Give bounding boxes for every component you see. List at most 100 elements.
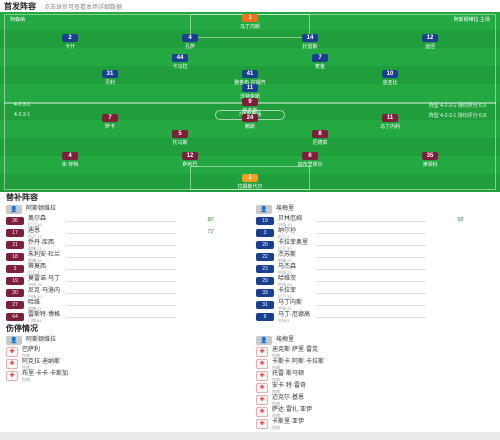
- injury-row: ✚ 迈克尔·基恩 伤病: [256, 394, 494, 406]
- injury-row: ✚ 迪克斯·萨里·雷克 伤病: [256, 346, 494, 358]
- section-title: 首发阵容: [4, 1, 36, 11]
- injury-row: ✚ 阿克拉·迪纳斯 伤病: [6, 358, 244, 370]
- bench-player-row[interactable]: 64 雷斯特·博格 门将 64: [6, 311, 244, 323]
- bench-player-row[interactable]: 29 哈维茨 中场 29: [256, 275, 494, 287]
- bench-player-row[interactable]: 31 马丁内斯 中场 31: [256, 299, 494, 311]
- bench-player-row[interactable]: 9 马丁·厄德高 中场 9: [256, 311, 494, 323]
- away-team-label: 阿斯顿维拉 主场: [453, 17, 490, 23]
- away-player[interactable]: 2 卡什: [53, 34, 87, 50]
- away-player[interactable]: 10 迪亚比: [373, 70, 407, 86]
- bench-player-row[interactable]: 21 乔丹·库西 前锋 21: [6, 239, 244, 251]
- home-player[interactable]: 12 萨利巴: [173, 152, 207, 168]
- row-divider: [316, 317, 426, 318]
- bench-player-row[interactable]: 19 贝林厄姆 中场 19 58': [256, 215, 494, 227]
- away-player[interactable]: 31 贝利: [93, 70, 127, 86]
- row-divider: [66, 293, 176, 294]
- player-position: 前锋 18: [28, 257, 42, 263]
- home-player[interactable]: 1 拉姆斯代尔: [233, 174, 267, 190]
- home-player[interactable]: 6 加布里埃尔: [293, 152, 327, 168]
- shirt-number: 29: [256, 277, 274, 285]
- player-name: 萨卡: [104, 124, 115, 130]
- row-divider: [316, 281, 426, 282]
- bench-player-row[interactable]: 33 卡拉菲 后卫 33: [256, 287, 494, 299]
- bench-player-row[interactable]: 3 纳尔孙 后卫 3: [256, 227, 494, 239]
- injury-row: ✚ 卡斯卡·阿斯·卡拉斯 伤病: [256, 358, 494, 370]
- player-name: 托雷·斯马顿: [272, 370, 304, 377]
- shirt-number: 10: [382, 70, 398, 78]
- home-team-label: 阿森纳: [10, 17, 26, 23]
- home-player[interactable]: 8 厄德高: [303, 130, 337, 146]
- shirt-number: 3: [6, 265, 24, 273]
- player-name: 纳尔孙: [278, 227, 297, 234]
- footer-bar: [0, 432, 500, 440]
- shirt-number: 4: [62, 152, 78, 160]
- bench-player-row[interactable]: 20 卡拉菲奥里 后卫 20: [256, 239, 494, 251]
- bench-section: 替补阵容 👤 阿斯顿维拉 26 奥尔森 后卫 26 80' 17 迪恩 后卫 17 72' 21 乔…: [0, 192, 500, 323]
- shirt-number: 9: [242, 98, 258, 106]
- home-player[interactable]: 7 萨卡: [93, 114, 127, 130]
- injury-home-coach: 阿斯顿维拉: [26, 337, 57, 343]
- home-player[interactable]: 4 本·怀特: [53, 152, 87, 168]
- row-divider: [66, 221, 176, 222]
- bench-player-row[interactable]: 20 尼克·马洛内 中场 20: [6, 287, 244, 299]
- player-name: 哈维茨: [278, 275, 297, 282]
- bench-player-row[interactable]: 27 哈维 前锋 27: [6, 299, 244, 311]
- bench-player-row[interactable]: 3 蒂莫西 后卫 3: [6, 263, 244, 275]
- player-name: 卡拉菲奥里: [278, 239, 309, 246]
- away-player[interactable]: 12 迪涅: [413, 34, 447, 50]
- bench-player-row[interactable]: 17 迪恩 后卫 17 72': [6, 227, 244, 239]
- away-coach: 埃梅里: [276, 206, 295, 212]
- row-divider: [316, 245, 426, 246]
- bench-player-row[interactable]: 23 马杰森 中场 23: [256, 263, 494, 275]
- player-name: 沃特金斯: [239, 94, 260, 100]
- bench-player-row[interactable]: 19 莫雷诺·马丁 中场 19: [6, 275, 244, 287]
- player-name: 贝林厄姆: [278, 215, 303, 222]
- coach-icon: 👤: [6, 204, 22, 214]
- bench-player-row[interactable]: 26 奥尔森 后卫 26 80': [6, 215, 244, 227]
- home-player[interactable]: 24 赖斯: [233, 114, 267, 130]
- injury-reason: 伤病: [272, 400, 280, 406]
- shirt-number: 31: [256, 301, 274, 309]
- shirt-number: 7: [102, 114, 118, 122]
- away-player[interactable]: 41 雅各布·拉姆齐: [233, 70, 267, 86]
- player-name: 雷斯特·博格: [28, 311, 60, 318]
- player-name: 托雷斯: [302, 44, 318, 50]
- shirt-number: 4: [182, 34, 198, 42]
- away-player[interactable]: 7 麦金: [303, 54, 337, 70]
- player-name: 卡斯卡·阿斯·卡拉斯: [272, 358, 324, 365]
- shirt-number: 19: [256, 217, 274, 225]
- home-player[interactable]: 11 马丁内利: [373, 114, 407, 130]
- player-name: 哈维: [28, 299, 41, 306]
- away-player[interactable]: 1 马丁内斯: [233, 14, 267, 30]
- player-name: 贝利: [104, 80, 115, 86]
- shirt-number: 7: [312, 54, 328, 62]
- shirt-number: 31: [102, 70, 118, 78]
- player-position: 中场 20: [28, 293, 42, 299]
- away-player[interactable]: 14 托雷斯: [293, 34, 327, 50]
- row-divider: [66, 269, 176, 270]
- shirt-number: 1: [242, 174, 258, 182]
- row-divider: [66, 257, 176, 258]
- injury-reason: 伤病: [272, 376, 280, 382]
- away-player[interactable]: 4 孔萨: [173, 34, 207, 50]
- player-position: 前锋 22: [278, 257, 292, 263]
- away-player[interactable]: 44 卡马拉: [163, 54, 197, 70]
- shirt-number: 41: [242, 70, 258, 78]
- player-name: 热苏斯: [242, 108, 258, 114]
- shirt-number: 35: [422, 152, 438, 160]
- home-player[interactable]: 5 托马斯: [163, 130, 197, 146]
- bench-player-row[interactable]: 18 朱利安·杜兰 前锋 18: [6, 251, 244, 263]
- home-player[interactable]: 35 津琴科: [413, 152, 447, 168]
- player-name: 安卡·特·雷奇: [272, 382, 306, 389]
- shirt-number: 14: [302, 34, 318, 42]
- home-player[interactable]: 9 热苏斯: [233, 98, 267, 114]
- injury-row: ✚ 卡斯里·亚伊 伤病: [256, 418, 494, 430]
- player-position: 前锋 21: [28, 245, 42, 251]
- injury-icon: ✚: [256, 359, 268, 369]
- row-divider: [66, 245, 176, 246]
- away-player[interactable]: 11 沃特金斯: [233, 84, 267, 100]
- player-name: 麦金: [314, 64, 325, 70]
- row-divider: [316, 305, 426, 306]
- shirt-number: 11: [242, 84, 258, 92]
- bench-player-row[interactable]: 22 杰苏斯 前锋 22: [256, 251, 494, 263]
